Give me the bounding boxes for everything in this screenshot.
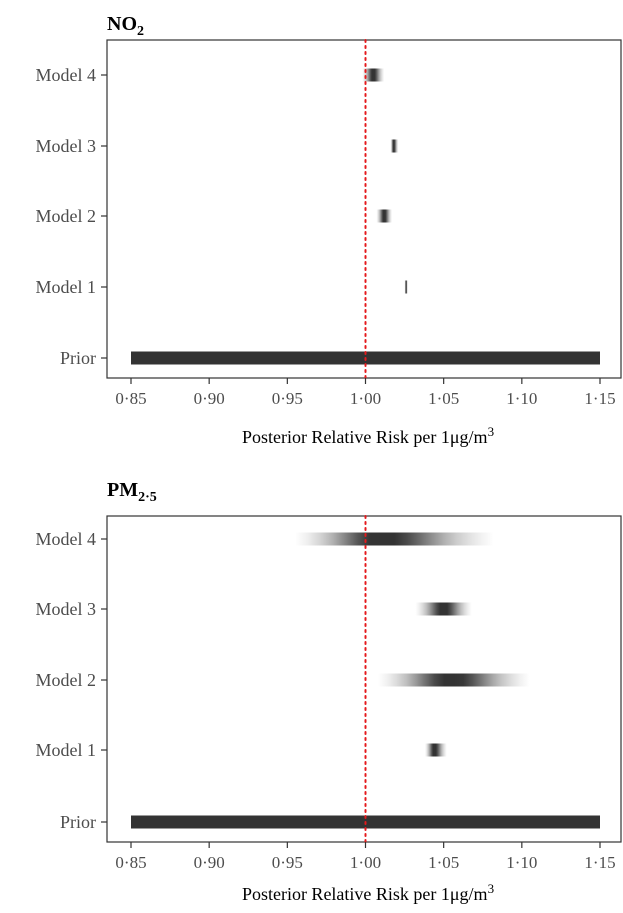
no2-panel: NO2 Model 4 Model 3 Model 2 Model 1 Prior 0·… [36,13,622,447]
no2-xlabel-superscript: 3 [488,424,495,439]
no2-y-axis: Model 4 Model 3 Model 2 Model 1 Prior [36,65,107,368]
no2-x-tick-label-6: 1·15 [584,389,615,408]
pm25-xlabel-main: Posterior Relative Risk per 1μg/m [242,884,488,904]
no2-y-label-model-1: Model 1 [36,277,97,297]
no2-x-tick-label-0: 0·85 [115,389,146,408]
pm25-x-tick-label-5: 1·10 [506,853,537,872]
no2-xlabel-main: Posterior Relative Risk per 1μg/m [242,427,488,447]
no2-strip-model-2 [376,209,393,223]
pm25-strip-model-3 [415,602,472,616]
no2-x-tick-label-4: 1·05 [428,389,459,408]
pm25-y-label-prior: Prior [60,812,96,832]
no2-x-tick-label-3: 1·00 [350,389,381,408]
pm25-title-main: PM [107,479,138,501]
no2-title-main: NO [107,13,137,35]
no2-y-label-prior: Prior [60,348,96,368]
no2-x-axis: 0·85 0·90 0·95 1·00 1·05 1·10 1·15 [115,378,616,408]
pm25-strip-model-2 [378,673,530,687]
no2-x-axis-label: Posterior Relative Risk per 1μg/m3 [242,424,494,447]
no2-panel-title: NO2 [107,13,144,39]
no2-strip-model-4 [362,68,385,82]
no2-title-subscript: 2 [137,24,144,39]
pm25-x-axis-label: Posterior Relative Risk per 1μg/m3 [242,881,494,904]
pm25-y-label-model-1: Model 1 [36,740,97,760]
no2-strip-model-3 [390,139,399,153]
no2-y-label-model-3: Model 3 [36,136,97,156]
pm25-strip-model-4 [295,532,494,546]
pm25-strip-model-1 [424,743,447,757]
pm25-y-axis: Model 4 Model 3 Model 2 Model 1 Prior [36,529,107,832]
no2-y-label-model-4: Model 4 [36,65,97,85]
pm25-x-axis: 0·85 0·90 0·95 1·00 1·05 1·10 1·15 [115,842,616,872]
pm25-y-label-model-3: Model 3 [36,599,97,619]
no2-x-tick-label-5: 1·10 [506,389,537,408]
pm25-panel-title: PM2·5 [107,479,157,505]
pm25-x-tick-label-0: 0·85 [115,853,146,872]
pm25-x-tick-label-4: 1·05 [428,853,459,872]
pm25-x-tick-label-2: 0·95 [272,853,303,872]
no2-y-label-model-2: Model 2 [36,206,97,226]
pm25-x-tick-label-3: 1·00 [350,853,381,872]
no2-x-tick-label-1: 0·90 [194,389,225,408]
pm25-title-subscript: 2·5 [138,490,157,505]
pm25-xlabel-superscript: 3 [488,881,495,896]
no2-plot-border [106,39,622,379]
pm25-plot-border [106,515,622,843]
pm25-x-tick-label-6: 1·15 [584,853,615,872]
no2-strip-model-1 [404,280,408,294]
no2-x-tick-label-2: 0·95 [272,389,303,408]
pm25-y-label-model-4: Model 4 [36,529,97,549]
pm25-x-tick-label-1: 0·90 [194,853,225,872]
pm25-y-label-model-2: Model 2 [36,670,97,690]
